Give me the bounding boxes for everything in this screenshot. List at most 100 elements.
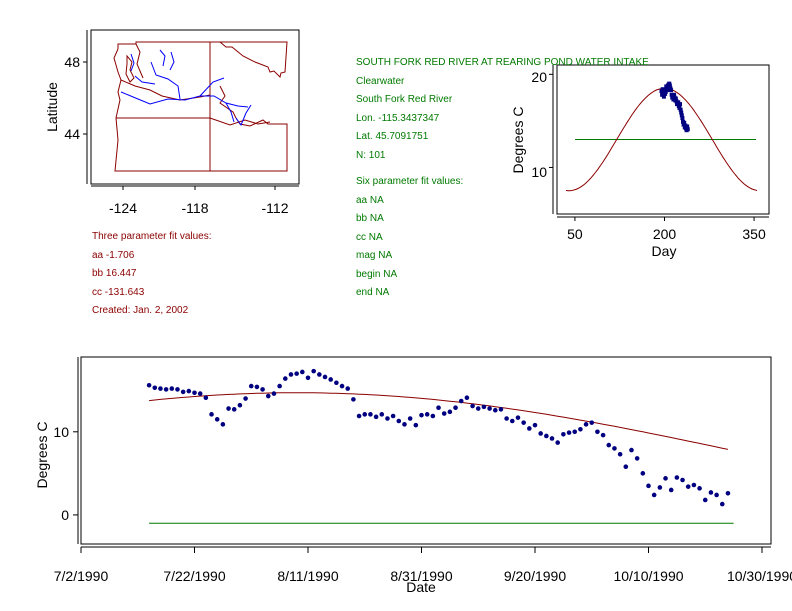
date-data-point: [646, 483, 651, 489]
date-data-point: [515, 415, 521, 420]
date-data-point: [288, 372, 294, 377]
date-data-point: [544, 433, 549, 439]
created-date: Created: Jan. 2, 2002: [92, 305, 189, 316]
date-data-point: [458, 398, 464, 404]
date-data-point: [385, 416, 390, 421]
date-data-point: [702, 497, 708, 503]
date-data-point: [277, 383, 282, 389]
date-data-point: [248, 383, 254, 389]
date-x-tick-label: 8/31/1990: [390, 568, 452, 584]
date-data-point: [430, 413, 436, 419]
map-x-tick-label: -118: [182, 200, 209, 216]
date-data-point: [725, 491, 731, 496]
date-data-point: [351, 397, 356, 402]
day-y-tick-label: 10: [531, 164, 547, 180]
date-data-point: [521, 420, 526, 425]
day-x-tick-label: 50: [567, 226, 583, 242]
date-data-point: [527, 426, 532, 431]
date-data-point: [334, 380, 339, 386]
date-data-point: [328, 377, 334, 382]
date-data-point: [197, 391, 203, 396]
date-data-point: [657, 485, 663, 490]
date-data-point: [566, 430, 572, 435]
date-chart: 7/2/1990 7/22/1990 8/11/1990 8/31/1990 9/20/…: [34, 356, 792, 595]
day-data-point: [665, 88, 670, 93]
day-chart: 50 200 350 10 20 Day Degrees C: [510, 64, 770, 259]
date-data-point: [362, 412, 368, 417]
date-x-ticks: 7/2/1990 7/22/1990 8/11/1990 8/31/1990 9/20/…: [54, 547, 792, 584]
date-data-point: [561, 431, 566, 437]
date-x-tick-label: 7/22/1990: [163, 568, 225, 584]
day-data-point: [669, 88, 674, 93]
day-plot-frame: [556, 64, 770, 215]
six-param-aa: aa NA: [356, 194, 384, 206]
date-data-point: [243, 396, 248, 401]
date-data-point: [691, 482, 697, 488]
three-param-bb: bb 16.447: [92, 268, 137, 279]
map-rivers: [120, 49, 252, 127]
date-data-point: [186, 388, 192, 394]
date-data-point: [300, 369, 305, 375]
date-x-axis-title: Date: [406, 579, 436, 595]
date-data-point: [152, 385, 158, 391]
date-data-point: [192, 390, 197, 396]
station-info: SOUTH FORK RED RIVER AT REARING POND WAT…: [356, 54, 649, 165]
date-data-point: [663, 476, 668, 481]
date-data-point: [311, 368, 316, 374]
six-param-heading: Six parameter fit values:: [356, 176, 464, 187]
date-data-point: [538, 431, 543, 436]
date-data-point: [317, 372, 322, 377]
date-data-point: [402, 422, 407, 427]
day-data-point: [682, 120, 687, 125]
station-basin: Clearwater: [356, 75, 405, 87]
three-param-heading: Three parameter fit values:: [92, 231, 212, 242]
date-data-point: [146, 382, 152, 388]
day-y-axis-title: Degrees C: [510, 107, 526, 174]
date-y-ticks: 0 10: [53, 424, 78, 523]
date-data-point: [617, 451, 623, 457]
map-panel: -124 -118 -112 48 44 Latitude: [44, 29, 300, 216]
date-data-point: [447, 409, 453, 415]
day-points-group: [659, 81, 690, 133]
station-longitude: Lon. -115.3437347: [356, 112, 440, 124]
day-data-point: [660, 92, 665, 97]
date-data-point: [578, 427, 583, 432]
date-data-point: [203, 395, 209, 401]
map-state-boundaries: [113, 41, 288, 172]
date-data-point: [368, 412, 373, 417]
six-param-cc: cc NA: [356, 231, 383, 243]
date-data-point: [674, 475, 680, 480]
date-data-point: [254, 384, 260, 390]
date-data-point: [572, 429, 578, 435]
date-data-point: [492, 407, 498, 413]
date-data-point: [623, 464, 629, 470]
date-data-point: [634, 456, 640, 461]
date-data-point: [322, 374, 328, 380]
date-data-point: [504, 416, 509, 421]
date-data-point: [595, 429, 600, 435]
date-data-point: [220, 422, 226, 427]
date-y-tick-label: 0: [61, 507, 69, 523]
date-axes: [77, 357, 771, 548]
map-x-tick-label: -112: [262, 200, 289, 216]
three-param-fit-block: Three parameter fit values: aa -1.706 bb…: [92, 228, 212, 321]
date-data-point: [345, 386, 351, 391]
map-x-axis: [91, 185, 299, 190]
date-data-point: [214, 417, 220, 422]
map-y-axis-title: Latitude: [44, 82, 60, 132]
date-data-point: [714, 492, 719, 498]
date-data-point: [180, 389, 186, 395]
date-data-point: [629, 447, 634, 453]
date-data-point: [697, 486, 702, 491]
date-data-point: [265, 393, 271, 399]
date-data-point: [209, 412, 214, 417]
date-data-point: [294, 371, 299, 376]
day-data-point: [679, 110, 684, 115]
date-data-point: [612, 446, 617, 451]
date-data-point: [419, 412, 424, 418]
map-y-tick-label: 44: [64, 126, 80, 142]
date-data-point: [606, 442, 612, 448]
date-data-point: [226, 406, 231, 411]
date-data-point: [158, 386, 163, 391]
map-frame: [90, 29, 300, 185]
